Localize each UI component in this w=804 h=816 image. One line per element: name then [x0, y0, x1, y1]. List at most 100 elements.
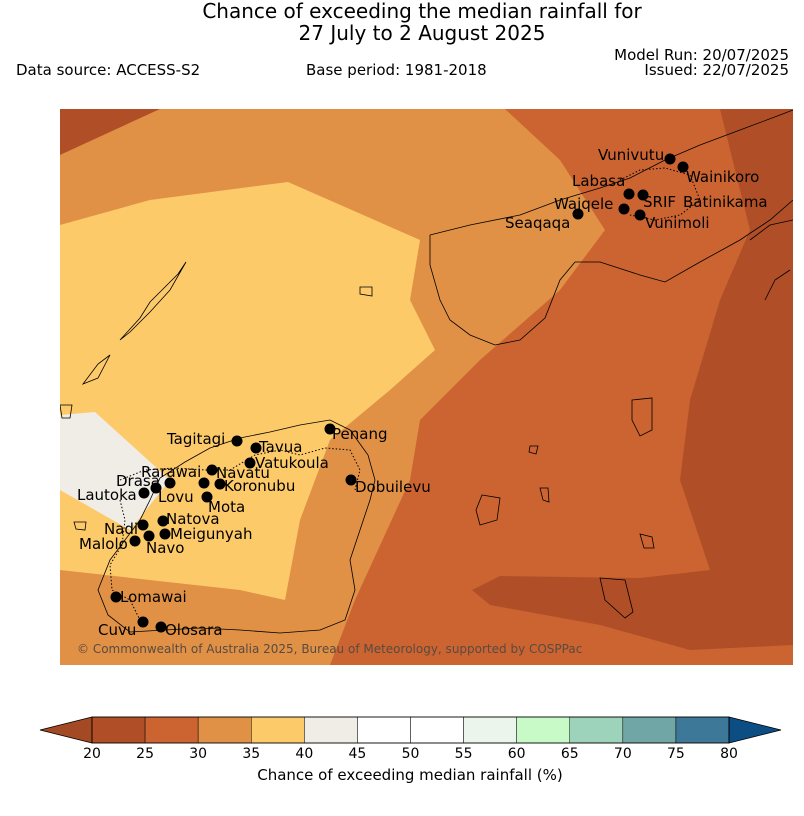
station-drasa[interactable]: Drasa	[116, 472, 162, 494]
station-tagitagi[interactable]: Tagitagi	[166, 430, 243, 448]
colorbar-cell	[463, 716, 517, 744]
station-vunimoli[interactable]: Vunimoli	[634, 209, 710, 233]
station-label: Seaqaqa	[505, 214, 570, 232]
station-cuvu[interactable]: Cuvu	[98, 616, 149, 640]
colorbar-tick-label: 80	[720, 746, 738, 762]
colorbar-tick-label: 20	[83, 746, 101, 762]
colorbar-tick-label: 50	[402, 746, 420, 762]
station-label: Penang	[332, 425, 387, 443]
colorbar-cell	[197, 716, 252, 744]
station-navo[interactable]: Navo	[143, 530, 185, 558]
station-srif[interactable]: SRIF	[637, 189, 677, 212]
station-markers: Vunivutu Wainikoro Labasa SRIF Batinikam…	[77, 146, 768, 639]
station-label: Drasa	[116, 472, 160, 490]
colorbar-cell	[304, 716, 358, 744]
colorbar-tick-label: 75	[667, 746, 685, 762]
copyright-notice: © Commonwealth of Australia 2025, Bureau…	[77, 642, 582, 656]
colorbar-cell	[516, 716, 571, 744]
station-label: Vatukoula	[255, 454, 329, 472]
station-wainikoro[interactable]: Wainikoro	[677, 161, 760, 187]
station-label: Malolo	[79, 535, 128, 553]
station-label: Waiqele	[554, 195, 613, 213]
map-title-line-1: Chance of exceeding the median rainfall …	[202, 0, 642, 23]
colorbar-tick-label: 60	[508, 746, 526, 762]
station-label: Tavua	[258, 438, 302, 456]
station-penang[interactable]: Penang	[324, 423, 388, 444]
station-label: Mota	[208, 498, 245, 516]
station-rarawai[interactable]: Rarawai	[141, 463, 201, 489]
colorbar-cell	[569, 716, 624, 744]
station-label: Labasa	[572, 172, 625, 190]
probability-fill	[60, 109, 793, 665]
model-run: Model Run: 20/07/2025	[614, 46, 789, 64]
station-mota[interactable]: Mota	[201, 491, 246, 517]
station-label: Wainikoro	[686, 168, 759, 186]
station-label: Cuvu	[98, 621, 136, 639]
station-label: Vunimoli	[645, 214, 710, 232]
station-label: Olosara	[165, 621, 223, 639]
station-lovu[interactable]: Lovu	[158, 488, 194, 506]
colorbar-cell	[410, 716, 464, 744]
colorbar-upper-extend	[728, 716, 782, 744]
colorbar-cell	[251, 716, 305, 744]
station-label: Natova	[166, 510, 220, 528]
colorbar-tick-label: 35	[242, 746, 260, 762]
station-waiqele[interactable]: Waiqele	[554, 195, 630, 215]
station-navatu[interactable]: Navatu	[206, 464, 270, 482]
station-label: Koronubu	[224, 477, 295, 495]
station-meigunyah[interactable]: Meigunyah	[159, 525, 253, 543]
station-label: Tagitagi	[166, 430, 225, 448]
station-dobuilevu[interactable]: Dobuilevu	[345, 474, 431, 497]
station-olosara[interactable]: Olosara	[155, 621, 223, 639]
station-batinikama[interactable]: Batinikama	[683, 193, 768, 211]
station-label: Navo	[146, 539, 184, 557]
colorbar-tick-label: 45	[349, 746, 367, 762]
station-lomawai[interactable]: Lomawai	[110, 588, 187, 606]
colorbar-tick-label: 70	[614, 746, 632, 762]
map-title-line-2: 27 July to 2 August 2025	[298, 21, 546, 45]
station-lautoka[interactable]: Lautoka	[77, 486, 150, 504]
district-boundaries	[109, 167, 701, 621]
colorbar-label: Chance of exceeding median rainfall (%)	[257, 766, 562, 784]
station-label: Lomawai	[120, 588, 187, 606]
station-malolo[interactable]: Malolo	[79, 535, 141, 553]
coastline	[60, 109, 793, 634]
base-period: Base period: 1981-2018	[306, 61, 487, 79]
station-seaqaqa[interactable]: Seaqaqa	[505, 208, 584, 233]
station-label: Lautoka	[77, 486, 137, 504]
station-label: Lovu	[158, 488, 194, 506]
station-label: Dobuilevu	[355, 478, 431, 496]
colorbar-cells	[91, 716, 730, 744]
colorbar-tick-label: 65	[561, 746, 579, 762]
data-source: Data source: ACCESS-S2	[16, 61, 201, 79]
colorbar-cell	[357, 716, 411, 744]
station-tavua[interactable]: Tavua	[250, 438, 303, 456]
colorbar-tick-label: 55	[455, 746, 473, 762]
station-label: SRIF	[643, 193, 676, 211]
station-label: Rarawai	[141, 463, 201, 481]
station-vatukoula[interactable]: Vatukoula	[244, 454, 329, 472]
colorbar-cell	[91, 716, 146, 744]
station-label: Nadi	[104, 520, 138, 538]
station-label: Batinikama	[683, 193, 768, 211]
colorbar-cell	[622, 716, 677, 744]
colorbar-frame	[91, 716, 730, 744]
station-vunivutu[interactable]: Vunivutu	[598, 146, 676, 165]
colorbar-tick-label: 40	[295, 746, 313, 762]
colorbar-tick-label: 30	[189, 746, 207, 762]
station-label: Meigunyah	[170, 525, 252, 543]
station-nadi[interactable]: Nadi	[104, 519, 149, 539]
colorbar: 20 25 30 35 40 45 50 55 60 65 70 75 80 Chance of exc…	[39, 716, 782, 784]
station-labasa[interactable]: Labasa	[572, 172, 635, 200]
colorbar-lower-extend	[39, 716, 93, 744]
station-label: Navatu	[216, 464, 270, 482]
station-label: Vunivutu	[598, 146, 664, 164]
colorbar-tick-label: 25	[136, 746, 154, 762]
colorbar-ticks: 20 25 30 35 40 45 50 55 60 65 70 75 80	[83, 746, 738, 762]
colorbar-cell	[675, 716, 730, 744]
issued-date: Issued: 22/07/2025	[644, 61, 789, 79]
station-natova[interactable]: Natova	[157, 510, 220, 528]
station-koronubu[interactable]: Koronubu	[198, 477, 296, 495]
colorbar-cell	[144, 716, 199, 744]
